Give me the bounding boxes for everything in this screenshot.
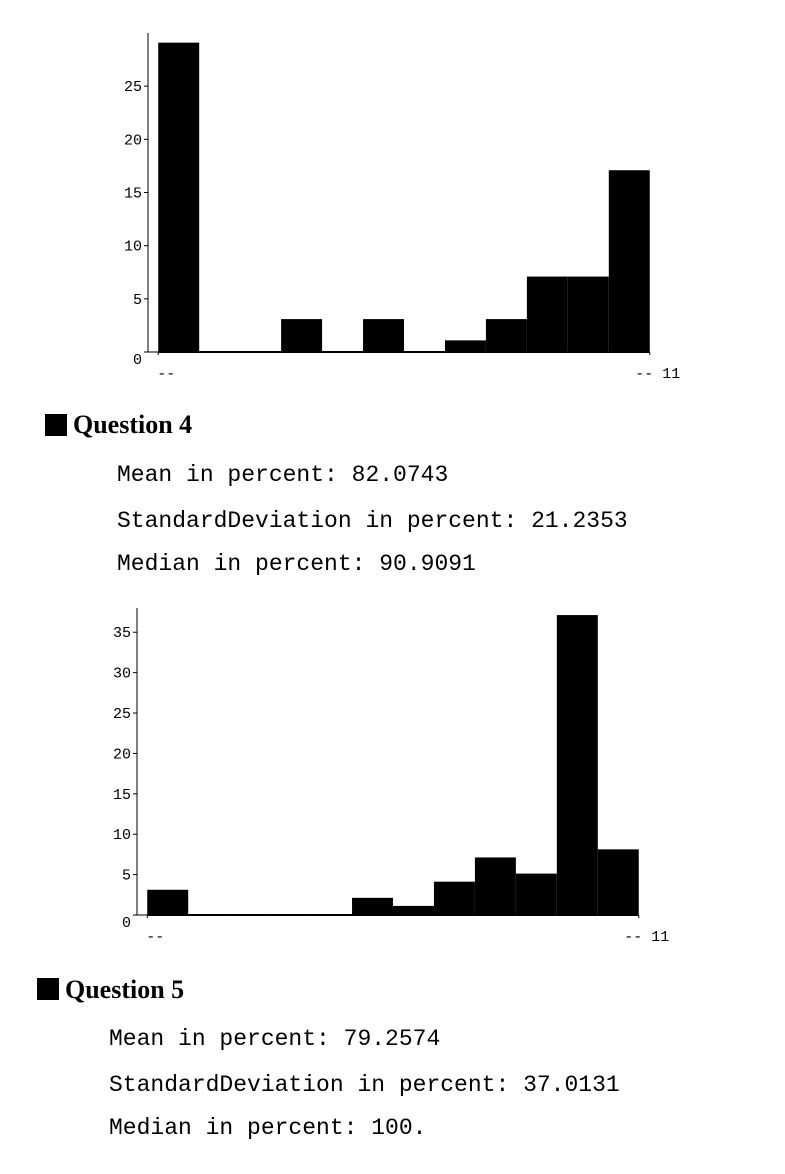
y-tick-label: 15 (124, 186, 142, 203)
bullet (37, 978, 59, 1000)
bar (404, 351, 445, 353)
y-tick-label: 10 (124, 239, 142, 256)
y-tick-label: 5 (133, 292, 142, 309)
bar (240, 351, 282, 353)
bar (147, 889, 189, 916)
bar (567, 276, 609, 353)
x-tick-label: -- 11 (624, 929, 669, 946)
section-title: Question 4 (73, 410, 193, 439)
section-title: Question 5 (65, 975, 185, 1004)
bar (444, 340, 486, 353)
bar (526, 276, 568, 353)
bar (363, 319, 404, 353)
stat-line: Median in percent: 100. (109, 1115, 427, 1141)
stat-line: Mean in percent: 79.2574 (109, 1026, 441, 1052)
x-tick-label: -- 11 (635, 366, 680, 383)
y-tick-label: 5 (122, 868, 131, 885)
y-tick-label: 0 (122, 915, 131, 932)
stat-line: Mean in percent: 82.0743 (117, 462, 449, 488)
bar (188, 914, 230, 916)
y-tick-label: 30 (113, 666, 131, 683)
bar (229, 914, 271, 916)
bullet (45, 414, 67, 436)
bar (311, 914, 353, 916)
bar (485, 319, 527, 353)
bar (322, 351, 364, 353)
bar (199, 351, 241, 353)
bar (515, 873, 557, 916)
bar (474, 857, 516, 916)
bar (608, 170, 650, 353)
stat-line: StandardDeviation in percent: 37.0131 (109, 1072, 620, 1098)
y-tick-label: 15 (113, 787, 131, 804)
y-tick-label: 35 (113, 625, 131, 642)
bar (281, 319, 323, 353)
bar (597, 849, 639, 916)
bar (556, 615, 598, 916)
y-tick-label: 0 (133, 352, 142, 369)
stat-line: Median in percent: 90.9091 (117, 551, 476, 577)
bar (158, 42, 200, 354)
y-tick-label: 25 (113, 706, 131, 723)
bar (352, 897, 393, 916)
x-tick-label: -- (146, 929, 164, 946)
x-tick-label: -- (157, 366, 175, 383)
y-tick-label: 25 (124, 79, 142, 96)
y-tick-label: 20 (113, 746, 131, 763)
bar (270, 914, 312, 916)
y-tick-label: 20 (124, 132, 142, 149)
stat-line: StandardDeviation in percent: 21.2353 (117, 508, 628, 534)
y-tick-label: 10 (113, 827, 131, 844)
bar (393, 905, 434, 916)
bar (433, 881, 475, 916)
